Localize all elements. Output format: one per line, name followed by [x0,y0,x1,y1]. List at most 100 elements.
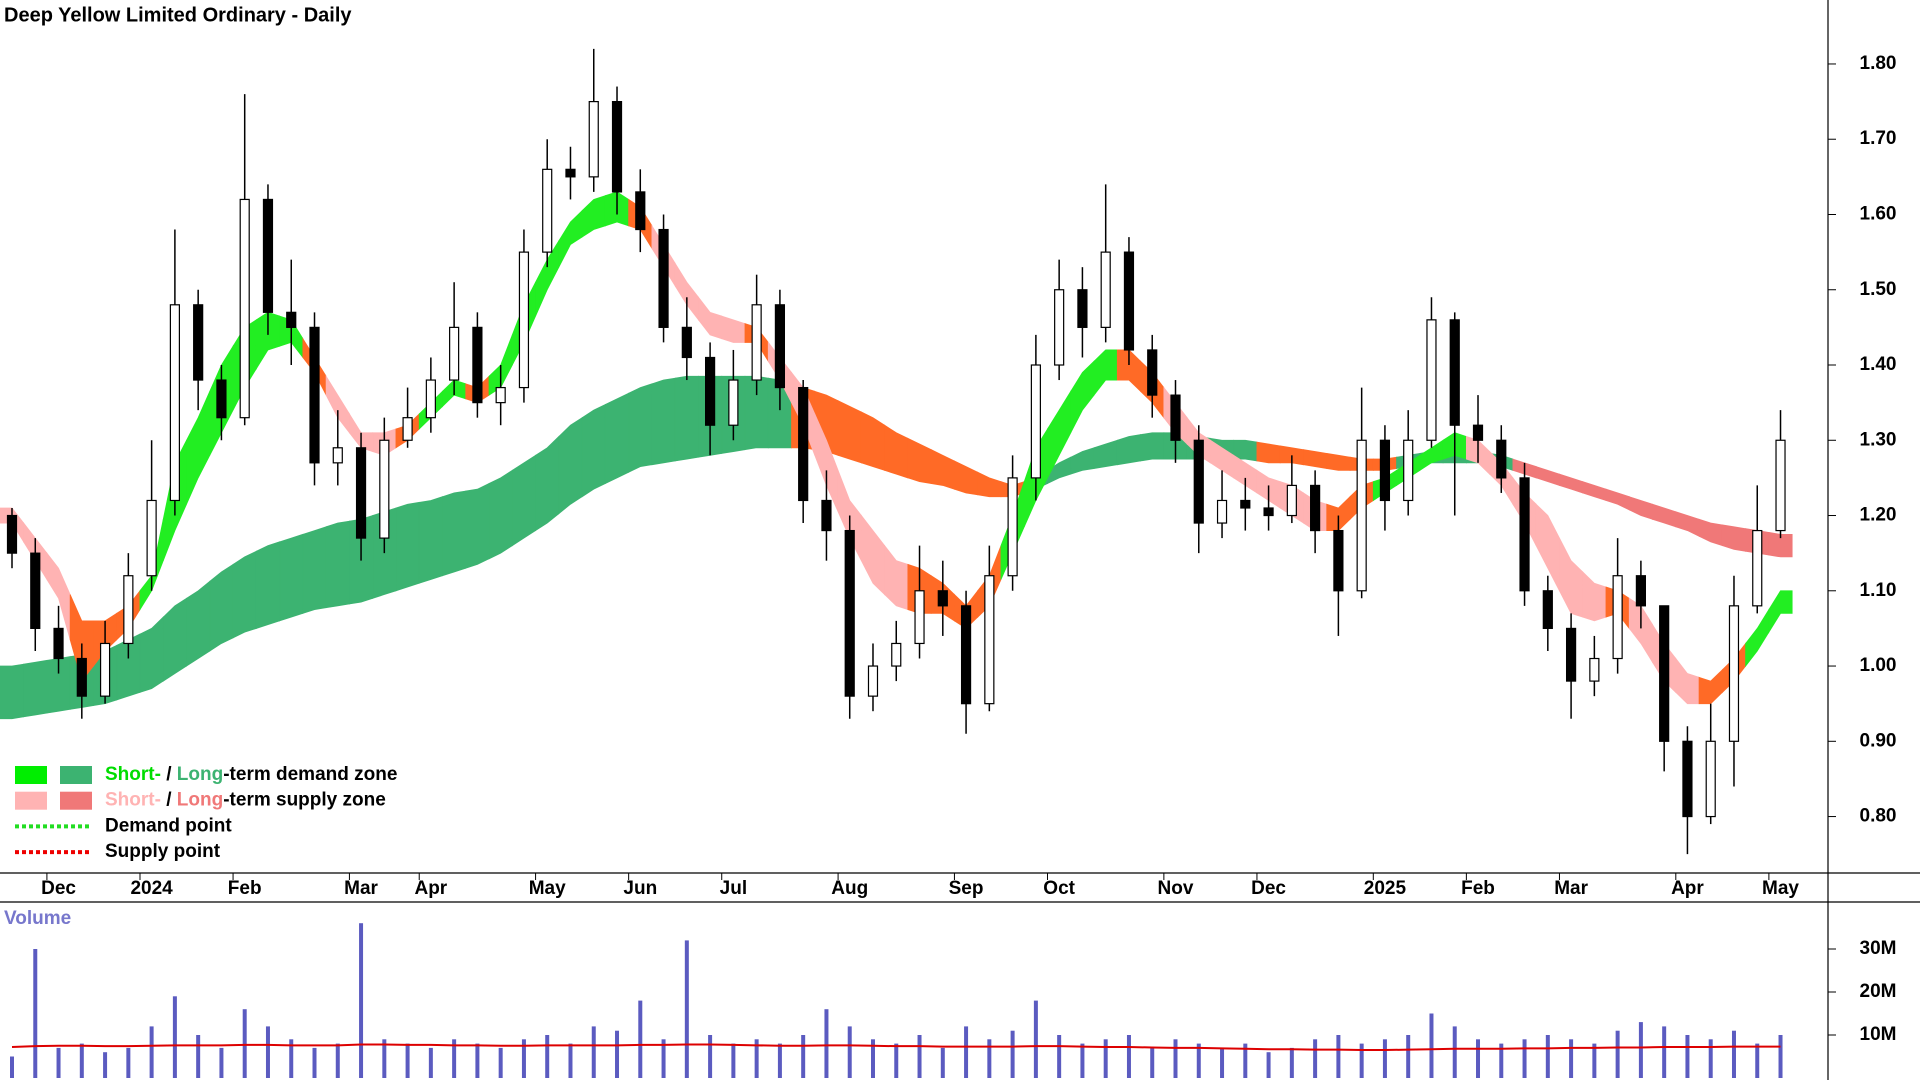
volume-bar [359,923,364,1078]
candle-body [1333,529,1344,592]
volume-bar [452,1039,457,1078]
volume-bar [847,1026,852,1078]
y-tick-label: 0.80 [1860,806,1897,827]
legend-text: Demand point [105,815,232,836]
candle-body [937,590,948,607]
legend-text-part: / [161,790,177,811]
zone-segment [465,482,490,569]
zone-segment [511,454,536,547]
y-tick-label: 30M [1860,938,1897,959]
candle-body [425,379,436,419]
volume-bar [33,949,38,1078]
zone-segment [442,490,467,577]
candle-body [1682,740,1693,818]
volume-bar [1708,1039,1713,1078]
zones [0,191,1793,720]
volume-bar [545,1035,550,1078]
volume-bar [1243,1043,1248,1078]
candle-body [286,311,297,328]
volume-bar [1545,1035,1550,1078]
volume-bar [265,1026,270,1078]
volume-bar [1778,1035,1783,1078]
candles [6,48,1786,855]
volume-bar [917,1035,922,1078]
volume-bar [591,1026,596,1078]
y-tick-label: 1.40 [1860,354,1897,375]
volume-bar [1755,1043,1760,1078]
volume-bar [242,1009,247,1078]
candle-body [1635,575,1647,607]
zone-segment [674,375,699,462]
chart-title: Deep Yellow Limited Ordinary - Daily [4,4,352,26]
legend-text-part: -term demand zone [223,764,397,785]
volume-bar [79,1043,84,1078]
volume-bar [149,1026,154,1078]
candle-body [821,499,832,532]
legend-text: Short- / Long-term supply zone [105,790,386,811]
volume-bar [289,1039,294,1078]
candle-body [751,304,762,381]
y-tick-label: 1.20 [1860,505,1897,526]
volume-bar [172,996,177,1078]
candle-body [1542,590,1553,630]
volume-bar [1638,1022,1643,1078]
candle-body [1426,319,1437,441]
zone-segment [302,526,327,614]
candle-body [355,447,367,539]
legend: Short- / Long-term demand zone Short- / L… [15,764,397,862]
legend-text-part: Supply point [105,841,221,862]
candle-body [1612,575,1623,660]
volume-bar [1313,1039,1318,1078]
zone-segment [1768,590,1793,634]
zone-segment [0,663,25,720]
zone-segment [1140,432,1165,462]
volume-bar [684,940,689,1078]
volume-bar [1266,1052,1271,1078]
zone-segment [1303,449,1328,469]
legend-text: Short- / Long-term demand zone [105,764,397,785]
volume-bar [1429,1013,1434,1078]
candle-body [1379,439,1391,502]
volume-bar [1685,1035,1690,1078]
volume-bar [475,1043,480,1078]
legend-text-part: Short- [105,764,161,785]
volume-bar [521,1039,526,1078]
zone-segment [325,520,350,609]
volume-bar [219,1047,224,1078]
candle-body [658,228,669,328]
volume-bar [1103,1039,1108,1078]
y-tick-label: 0.90 [1860,730,1897,751]
x-tick-label: Feb [228,878,262,899]
volume-bar [940,1047,945,1078]
volume-bar [405,1043,410,1078]
y-tick-label: 1.50 [1860,279,1897,300]
volume-bar [1010,1030,1015,1078]
candle-body [1565,627,1577,682]
y-tick-label: 10M [1860,1024,1897,1045]
candle-body [542,168,553,253]
legend-swatch [60,766,92,784]
x-tick-label: Sep [949,878,984,899]
volume-bar [1522,1039,1527,1078]
y-tick-label: 1.10 [1860,580,1897,601]
volume-bar [103,1052,108,1078]
legend-text: Supply point [105,841,221,862]
candle-body [472,326,483,404]
x-tick-label: 2025 [1364,878,1407,899]
zone-segment [23,659,48,718]
volume-bar [964,1026,969,1078]
volume-bar [10,1056,14,1078]
candle-body [262,198,274,313]
volume-bar [661,1039,666,1078]
volume-bar [1080,1043,1085,1078]
candle-body [1123,251,1135,351]
x-tick-label: Oct [1043,878,1075,899]
candle-body [635,191,646,231]
candle-body [1705,740,1716,818]
volume-bar [1057,1035,1062,1078]
zone-segment [837,400,862,464]
candle-body [402,417,413,441]
zone-segment [255,541,281,629]
candle-body [76,657,87,697]
